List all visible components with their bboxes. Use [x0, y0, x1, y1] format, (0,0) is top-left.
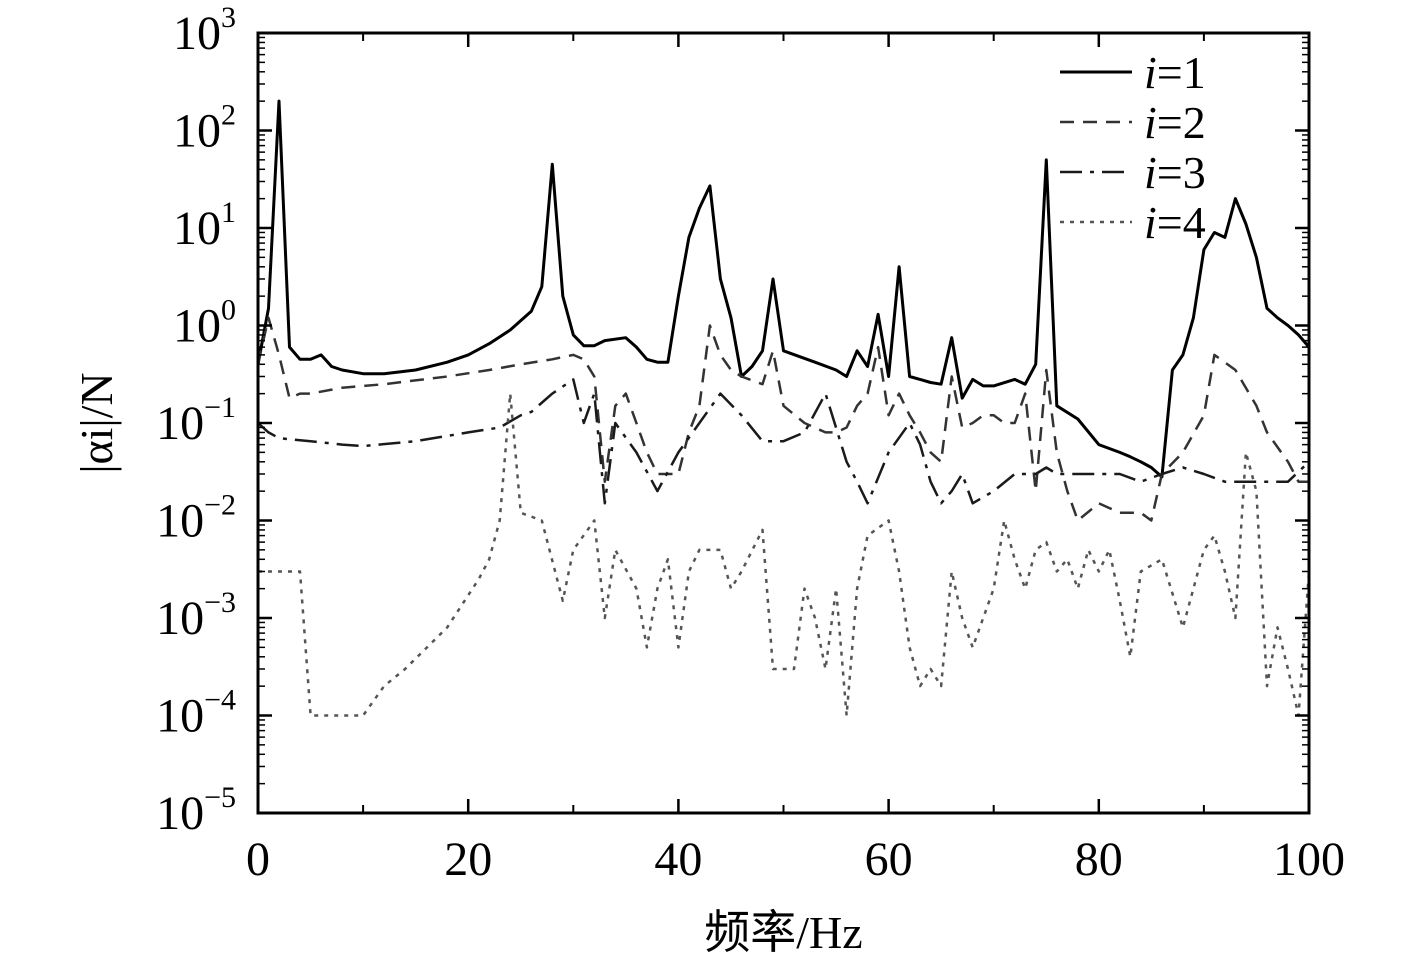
y-tick-label: 102 [173, 99, 236, 158]
legend-label-1: i=1 [1144, 47, 1206, 98]
y-tick-label: 10−5 [156, 781, 236, 840]
y-tick-label: 10−4 [156, 684, 236, 743]
x-tick-label: 100 [1273, 833, 1345, 886]
y-tick-label: 10−1 [156, 391, 236, 450]
x-tick-label: 20 [444, 833, 492, 886]
y-tick-label: 10−2 [156, 489, 236, 548]
series-layer [256, 99, 1311, 717]
series-line-4 [258, 392, 1311, 717]
x-tick-label: 80 [1075, 833, 1123, 886]
series-line-2 [256, 316, 1309, 522]
y-tick-label: 100 [173, 294, 236, 353]
legend: i=1i=2i=3i=4 [1060, 47, 1206, 248]
y-tick-label: 10−3 [156, 586, 236, 645]
legend-label-3: i=3 [1144, 147, 1206, 198]
y-tick-label: 101 [173, 196, 236, 255]
y-tick-label: 103 [173, 1, 236, 60]
y-axis: 103 102 101 100 10−1 10−2 10−3 10−4 10−5 [156, 1, 1309, 840]
series-line-3 [257, 378, 1310, 505]
x-tick-label: 60 [865, 833, 913, 886]
y-axis-label: |αi|/N [71, 372, 122, 473]
legend-label-2: i=2 [1144, 97, 1206, 148]
x-tick-label: 0 [246, 833, 270, 886]
x-axis: 0 20 40 60 80 100 [246, 33, 1345, 886]
series-line-1 [256, 99, 1311, 479]
x-tick-label: 40 [654, 833, 702, 886]
x-axis-label: 频率/Hz [704, 907, 862, 958]
legend-label-4: i=4 [1144, 197, 1206, 248]
